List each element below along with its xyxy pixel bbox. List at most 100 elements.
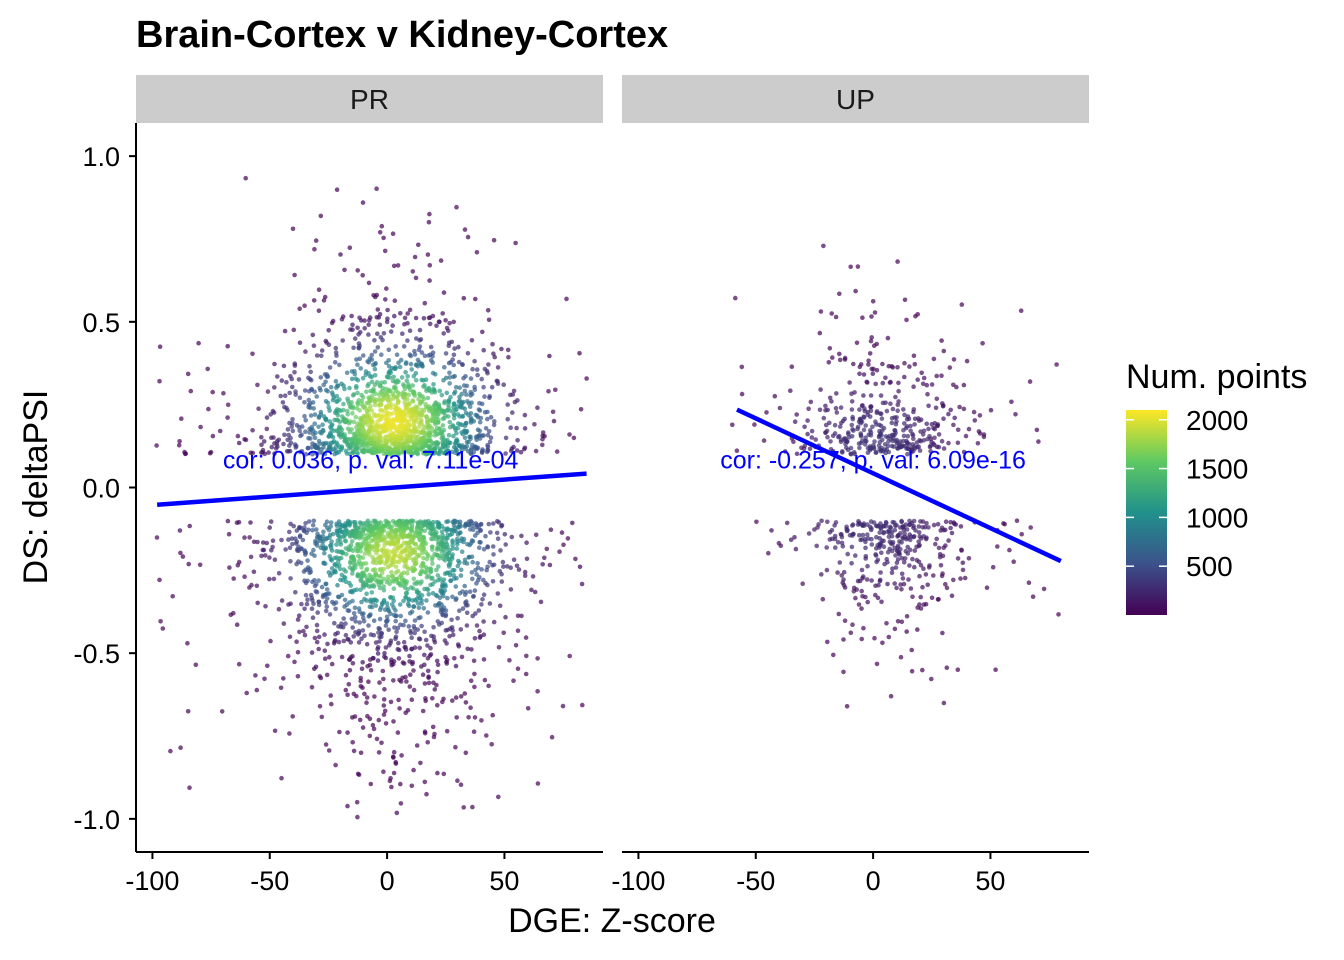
scatter-point bbox=[457, 591, 463, 596]
scatter-point bbox=[914, 544, 919, 550]
scatter-point bbox=[179, 416, 184, 422]
scatter-point bbox=[154, 535, 160, 540]
scatter-point bbox=[367, 399, 373, 404]
scatter-point bbox=[350, 661, 356, 666]
scatter-point bbox=[279, 537, 284, 543]
scatter-point bbox=[381, 712, 387, 717]
scatter-point bbox=[884, 408, 890, 414]
scatter-point bbox=[306, 519, 312, 524]
scatter-point bbox=[428, 582, 433, 588]
scatter-point bbox=[281, 363, 287, 369]
scatter-point bbox=[899, 556, 905, 561]
scatter-point bbox=[351, 345, 356, 351]
scatter-point bbox=[360, 531, 366, 537]
scatter-point bbox=[473, 611, 478, 616]
scatter-point bbox=[869, 335, 874, 340]
scatter-point bbox=[400, 660, 406, 665]
scatter-point bbox=[338, 555, 344, 561]
scatter-point bbox=[264, 540, 270, 546]
scatter-point bbox=[474, 250, 480, 255]
scatter-point bbox=[441, 290, 447, 295]
scatter-point bbox=[351, 419, 357, 425]
scatter-point bbox=[462, 691, 468, 696]
scatter-point bbox=[924, 421, 929, 427]
scatter-point bbox=[301, 628, 306, 634]
scatter-point bbox=[340, 624, 346, 630]
scatter-point bbox=[459, 549, 465, 554]
scatter-point bbox=[958, 524, 964, 529]
scatter-point bbox=[901, 433, 907, 439]
scatter-point bbox=[382, 650, 387, 656]
scatter-point bbox=[312, 553, 317, 558]
scatter-point bbox=[375, 645, 381, 650]
scatter-point bbox=[917, 448, 923, 453]
scatter-point bbox=[327, 535, 332, 540]
facet-label-pr: PR bbox=[350, 84, 389, 115]
scatter-point bbox=[849, 391, 854, 397]
scatter-point bbox=[425, 610, 431, 615]
x-axis-title: DGE: Z-score bbox=[508, 902, 716, 940]
scatter-point bbox=[329, 701, 334, 707]
scatter-point bbox=[851, 585, 857, 591]
scatter-point bbox=[902, 531, 907, 536]
scatter-point bbox=[420, 560, 426, 566]
scatter-point bbox=[226, 531, 232, 537]
scatter-point bbox=[886, 534, 892, 539]
scatter-point bbox=[393, 759, 399, 765]
scatter-point bbox=[573, 556, 578, 562]
scatter-point bbox=[412, 618, 418, 623]
scatter-point bbox=[381, 703, 387, 708]
scatter-point bbox=[805, 431, 810, 437]
scatter-point bbox=[467, 589, 473, 594]
scatter-point bbox=[495, 365, 501, 370]
scatter-point bbox=[505, 347, 511, 353]
x-tick-label: -100 bbox=[611, 866, 665, 896]
scatter-point bbox=[333, 345, 339, 351]
scatter-point bbox=[485, 442, 490, 448]
scatter-point bbox=[453, 584, 459, 589]
scatter-point bbox=[892, 581, 897, 586]
scatter-point bbox=[372, 349, 378, 354]
scatter-point bbox=[413, 275, 419, 281]
scatter-point bbox=[375, 658, 381, 663]
scatter-point bbox=[425, 252, 431, 257]
scatter-point bbox=[376, 543, 381, 548]
scatter-point bbox=[946, 538, 951, 543]
scatter-point bbox=[421, 606, 427, 611]
scatter-point bbox=[507, 658, 512, 663]
scatter-point bbox=[390, 573, 396, 579]
scatter-point bbox=[477, 539, 482, 545]
scatter-point bbox=[944, 665, 950, 670]
scatter-point bbox=[1034, 427, 1040, 433]
scatter-point bbox=[866, 362, 871, 367]
scatter-point bbox=[895, 619, 901, 624]
scatter-point bbox=[445, 328, 451, 334]
scatter-point bbox=[887, 380, 893, 385]
scatter-point bbox=[384, 614, 390, 620]
scatter-point bbox=[424, 791, 429, 797]
scatter-point bbox=[459, 654, 465, 660]
scatter-point bbox=[400, 534, 405, 540]
scatter-point bbox=[292, 363, 298, 368]
scatter-point bbox=[456, 359, 462, 365]
scatter-point bbox=[186, 561, 191, 567]
scatter-point bbox=[261, 547, 267, 553]
scatter-point bbox=[835, 540, 841, 545]
scatter-point bbox=[548, 527, 554, 532]
scatter-point bbox=[206, 406, 211, 412]
scatter-point bbox=[886, 634, 892, 640]
scatter-point bbox=[259, 553, 264, 559]
scatter-point bbox=[413, 315, 419, 321]
scatter-point bbox=[456, 399, 462, 405]
scatter-point bbox=[379, 740, 384, 746]
scatter-point bbox=[350, 598, 355, 604]
scatter-point bbox=[472, 684, 477, 690]
scatter-point bbox=[310, 615, 316, 620]
scatter-point bbox=[414, 743, 420, 748]
scatter-point bbox=[911, 409, 916, 415]
scatter-point bbox=[329, 539, 334, 544]
scatter-point bbox=[392, 612, 397, 618]
scatter-point bbox=[886, 363, 892, 369]
scatter-point bbox=[836, 611, 842, 617]
scatter-point bbox=[794, 451, 800, 457]
